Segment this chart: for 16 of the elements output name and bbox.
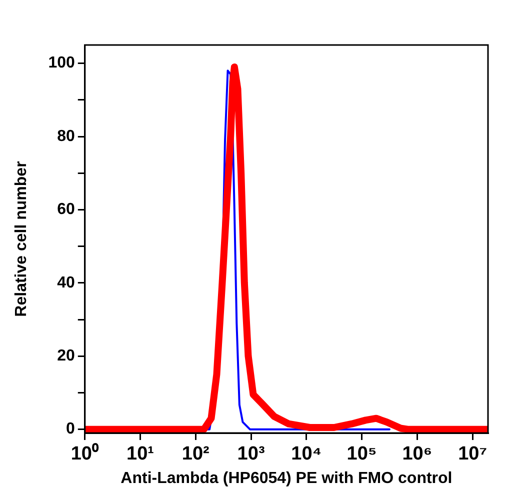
x-tick-label: 10⁴ [291,444,322,465]
x-tick-label: 10⁵ [346,444,377,465]
x-tick-label: 10¹ [126,444,154,465]
x-tick-label: 10³ [237,444,265,465]
y-axis-title: Relative cell number [13,161,30,317]
x-tick-label: 10² [182,444,210,465]
x-tick-label: 10⁰ [70,442,99,465]
x-tick-label: 10⁷ [458,444,488,465]
y-tick-label: 20 [57,348,75,365]
x-axis-title: Anti-Lambda (HP6054) PE with FMO control [120,470,452,487]
x-tick-label: 10⁶ [402,444,432,465]
y-tick-label: 60 [57,201,75,218]
y-tick-label: 80 [57,128,75,145]
y-tick-label: 100 [48,54,75,72]
y-tick-label: 0 [66,420,75,438]
y-tick-label: 40 [57,274,75,292]
